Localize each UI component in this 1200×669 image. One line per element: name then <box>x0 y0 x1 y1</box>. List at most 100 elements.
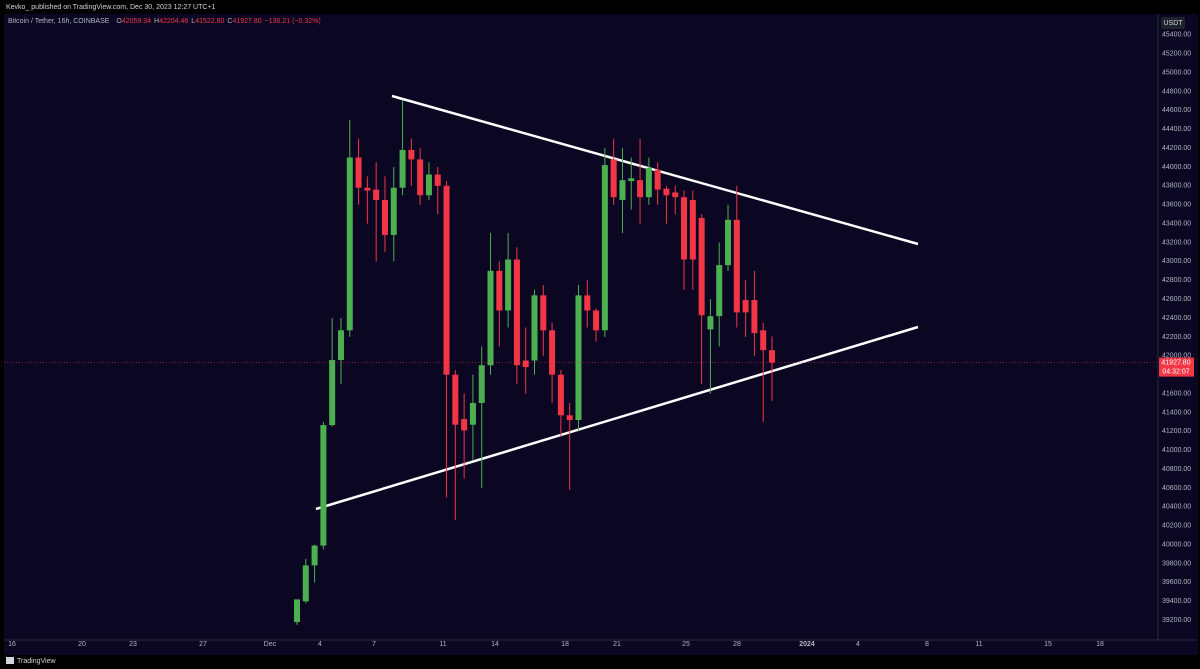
symbol-legend: Bitcoin / Tether, 16h, COINBASE O42059.3… <box>8 18 321 25</box>
candle-body <box>540 295 547 331</box>
logo-icon <box>6 657 14 664</box>
candle-body <box>408 149 415 160</box>
y-tick-label: 43200.00 <box>1162 239 1191 246</box>
candle-body <box>575 295 582 421</box>
y-tick-label: 41200.00 <box>1162 428 1191 435</box>
y-tick-label: 44400.00 <box>1162 126 1191 133</box>
x-tick-label: 2024 <box>799 641 815 648</box>
candle-body <box>628 178 635 182</box>
price-tag-value: 41927.80 <box>1161 359 1190 366</box>
y-tick-label: 44800.00 <box>1162 88 1191 95</box>
y-tick-label: 40000.00 <box>1162 541 1191 548</box>
candle-body <box>452 374 459 425</box>
y-tick-label: 44200.00 <box>1162 145 1191 152</box>
candle-body <box>637 180 644 198</box>
candle-body <box>434 174 441 186</box>
candle-body <box>487 270 494 366</box>
x-tick-label: 11 <box>439 641 446 648</box>
x-tick-label: 27 <box>199 641 207 648</box>
x-tick-label: 20 <box>78 641 86 648</box>
y-tick-label: 45400.00 <box>1162 32 1191 39</box>
y-tick-label: 41000.00 <box>1162 447 1191 454</box>
y-tick-label: 39200.00 <box>1162 617 1191 624</box>
ohlc-value: 41927.80 <box>232 18 261 25</box>
candle-body <box>364 187 371 191</box>
candle-body <box>311 545 318 566</box>
candle-body <box>760 330 767 351</box>
footer-logo: TradingView <box>6 657 56 665</box>
candle-body <box>355 157 362 188</box>
candle-body <box>716 265 723 317</box>
ohlc-key: H <box>154 18 159 25</box>
x-tick-label: 14 <box>491 641 499 648</box>
y-tick-label: 40600.00 <box>1162 485 1191 492</box>
candle-body <box>681 197 688 260</box>
trendline-lower <box>315 325 919 511</box>
x-tick-label: 4 <box>318 641 322 648</box>
x-tick-label: 7 <box>372 641 376 648</box>
ohlc-value: 42204.46 <box>159 18 188 25</box>
candle-body <box>399 149 406 188</box>
countdown: 04:32:07 <box>1162 368 1189 375</box>
candle-body <box>733 219 740 313</box>
x-tick-label: Dec <box>264 641 277 648</box>
candle-body <box>505 259 512 311</box>
candle-body <box>593 310 600 331</box>
candle-body <box>742 300 749 313</box>
x-tick-label: 4 <box>856 641 860 648</box>
candle-body <box>725 219 732 266</box>
candle-body <box>294 599 300 623</box>
y-tick-label: 39400.00 <box>1162 598 1191 605</box>
currency-box <box>1161 17 1185 29</box>
y-tick-label: 42400.00 <box>1162 315 1191 322</box>
ohlc-value: 42059.34 <box>122 18 151 25</box>
candle-body <box>320 425 327 546</box>
candle-body <box>337 330 344 361</box>
candle-body <box>302 565 309 602</box>
ohlc-key: C <box>227 18 232 25</box>
y-tick-label: 43400.00 <box>1162 220 1191 227</box>
candle-body <box>689 200 696 260</box>
y-tick-label: 44600.00 <box>1162 107 1191 114</box>
y-tick-label: 39800.00 <box>1162 560 1191 567</box>
candle-body <box>698 217 705 316</box>
y-tick-label: 43800.00 <box>1162 183 1191 190</box>
x-tick-label: 8 <box>925 641 929 648</box>
x-tick-label: 16 <box>8 641 16 648</box>
candle-body <box>373 189 380 201</box>
candle-body <box>346 157 353 331</box>
candle-body <box>522 360 529 368</box>
y-tick-label: 39600.00 <box>1162 579 1191 586</box>
candle-body <box>496 270 503 311</box>
candle-body <box>381 200 388 235</box>
price-tag <box>1159 357 1194 377</box>
y-tick-label: 43600.00 <box>1162 202 1191 209</box>
x-tick-label: 21 <box>613 641 621 648</box>
footer-brand: TradingView <box>17 658 56 665</box>
candle-body <box>390 187 397 235</box>
candle-body <box>443 185 450 375</box>
x-tick-label: 18 <box>1096 641 1104 648</box>
y-tick-label: 45000.00 <box>1162 69 1191 76</box>
y-tick-label: 44000.00 <box>1162 164 1191 171</box>
y-tick-label: 41400.00 <box>1162 409 1191 416</box>
x-tick-label: 28 <box>733 641 741 648</box>
y-tick-label: 43000.00 <box>1162 258 1191 265</box>
y-tick-label: 40200.00 <box>1162 523 1191 530</box>
candle-body <box>513 259 520 366</box>
y-tick-label: 42000.00 <box>1162 353 1191 360</box>
plot-background <box>4 14 1198 655</box>
candle-body <box>425 174 432 196</box>
symbol: Bitcoin / Tether, 16h, COINBASE <box>8 18 110 25</box>
candle-body <box>469 403 476 425</box>
candle-body <box>672 192 679 198</box>
candle-body <box>663 188 670 196</box>
y-tick-label: 41600.00 <box>1162 390 1191 397</box>
y-tick-label: 40800.00 <box>1162 466 1191 473</box>
candle-body <box>557 374 564 416</box>
candle-body <box>619 180 626 201</box>
candle-body <box>329 360 336 426</box>
y-tick-label: 42200.00 <box>1162 334 1191 341</box>
x-tick-label: 18 <box>561 641 569 648</box>
